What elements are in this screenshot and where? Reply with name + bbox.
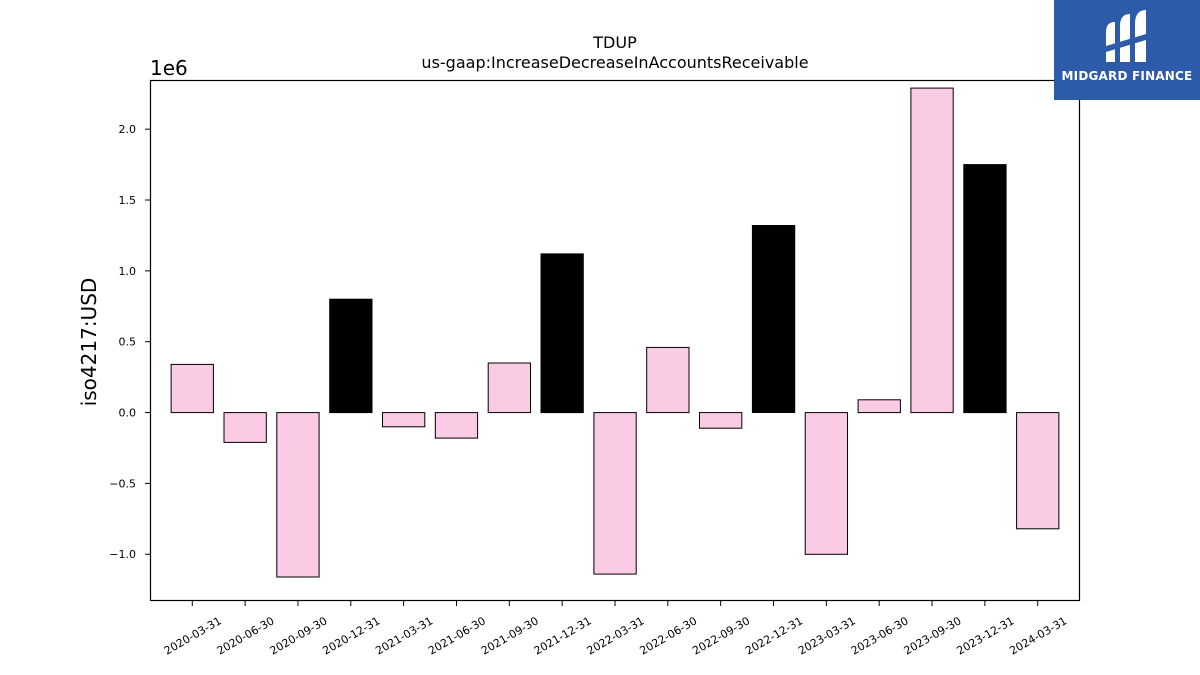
y-tick-label: 0.0 [119,407,137,420]
chart-subtitle: us-gaap:IncreaseDecreaseInAccountsReceiv… [421,53,808,72]
x-tick-label: 2020-09-30 [268,614,330,657]
x-tick-label: 2023-12-31 [955,614,1017,657]
bar-2020-03-31 [170,363,214,414]
y-tick-label: 1.0 [119,265,137,278]
bar-2020-06-30 [223,412,267,443]
bar-2024-03-31 [1016,412,1060,530]
y-tick-label: 0.5 [119,336,137,349]
x-tick-label: 2022-06-30 [637,614,699,657]
y-tick-label: −1.0 [109,548,136,561]
bar-2023-06-30 [857,399,901,414]
x-tick-label: 2022-03-31 [585,614,647,657]
y-tick-label: −0.5 [109,477,136,490]
x-tick-label: 2020-12-31 [320,614,382,657]
midgard-m-logo-icon [1106,10,1146,62]
x-tick-label: 2023-09-30 [902,614,964,657]
y-scale-label: 1e6 [150,56,188,80]
bar-2023-09-30 [910,87,954,414]
chart-title: TDUP [592,33,637,52]
x-tick-label: 2020-03-31 [162,614,224,657]
bar-2023-03-31 [804,412,849,555]
x-tick-label: 2024-03-31 [1007,614,1069,657]
x-tick-label: 2021-09-30 [479,614,541,657]
x-tick-label: 2021-12-31 [532,614,594,657]
y-tick-label: 2.0 [119,123,137,136]
x-tick-label: 2023-06-30 [849,614,911,657]
bar-2021-06-30 [434,412,479,439]
plot-frame [149,79,1081,602]
x-tick-label: 2022-09-30 [690,614,752,657]
x-tick-label: 2020-06-30 [215,614,277,657]
x-tick-label: 2022-12-31 [743,614,805,657]
x-tick-label: 2021-06-30 [426,614,488,657]
bar-2022-09-30 [699,412,743,429]
x-axis-ticks: 2020-03-312020-06-302020-09-302020-12-31… [162,601,1069,658]
midgard-finance-logo: MIDGARD FINANCE [1054,0,1200,100]
bars-group [170,87,1060,578]
bar-2020-09-30 [276,412,320,578]
y-axis-ticks: −1.0 −0.5 0.0 0.5 1.0 1.5 2.0 [109,123,150,561]
bar-2020-12-31 [329,298,373,414]
bar-2021-12-31 [540,253,584,414]
bar-2022-12-31 [751,225,796,413]
y-axis-label: iso4217:USD [77,278,101,407]
x-tick-label: 2021-03-31 [373,614,435,657]
x-tick-label: 2023-03-31 [796,614,858,657]
bar-2022-06-30 [646,346,690,414]
bar-2021-09-30 [487,362,532,414]
bar-2022-03-31 [593,412,637,575]
bar-2021-03-31 [382,412,426,428]
y-tick-label: 1.5 [119,194,137,207]
bar-2023-12-31 [963,164,1007,414]
logo-brand-text: MIDGARD FINANCE [1061,69,1193,83]
